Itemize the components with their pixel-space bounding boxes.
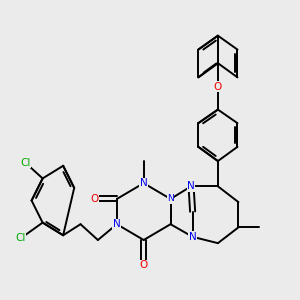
Text: O: O — [91, 194, 99, 204]
Text: Cl: Cl — [20, 158, 31, 168]
Text: N: N — [187, 181, 195, 191]
Text: Cl: Cl — [15, 233, 26, 243]
Text: N: N — [113, 219, 121, 229]
Text: N: N — [167, 194, 174, 203]
Text: N: N — [189, 232, 196, 242]
Text: O: O — [140, 260, 148, 270]
Text: N: N — [140, 178, 148, 188]
Text: O: O — [214, 82, 222, 92]
